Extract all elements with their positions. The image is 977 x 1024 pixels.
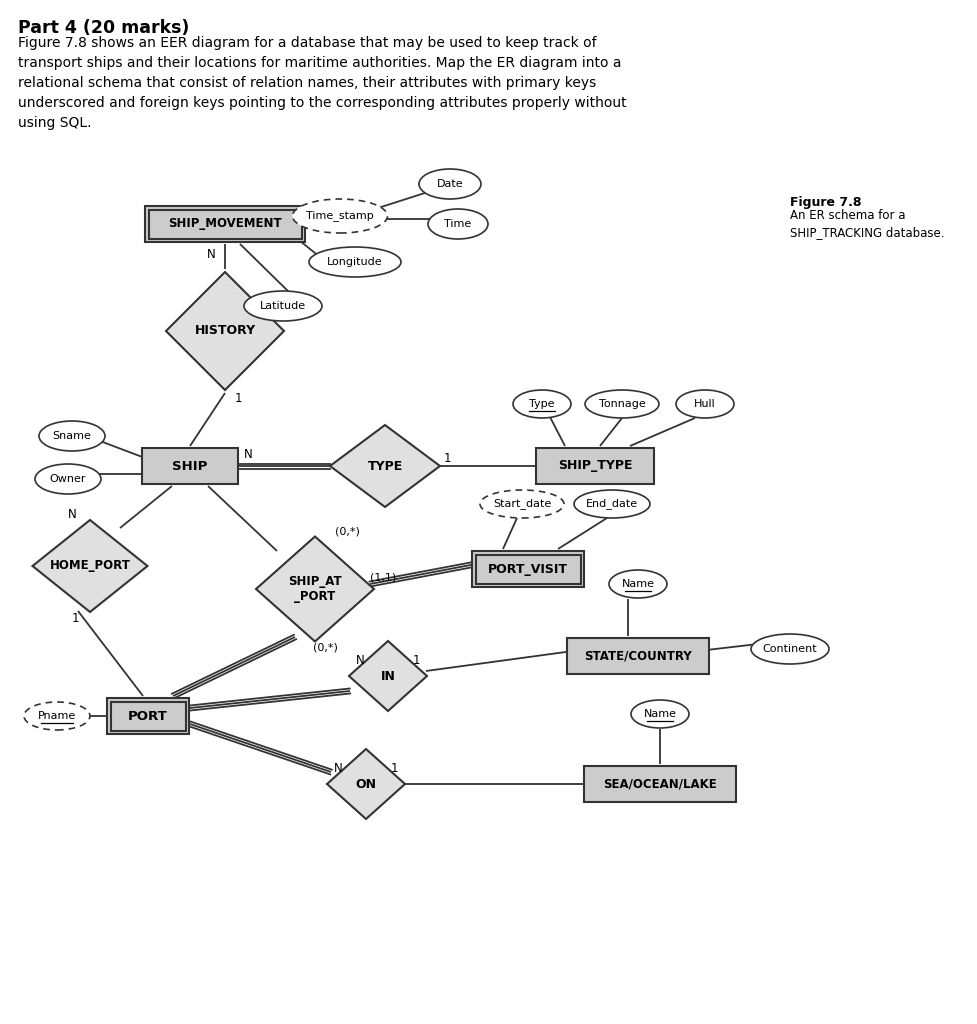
Text: PORT_VISIT: PORT_VISIT	[488, 562, 568, 575]
Text: Pname: Pname	[38, 711, 76, 721]
Text: Figure 7.8 shows an EER diagram for a database that may be used to keep track of: Figure 7.8 shows an EER diagram for a da…	[18, 36, 626, 130]
Text: 1: 1	[444, 452, 450, 465]
Bar	[110, 701, 186, 730]
Text: N: N	[356, 654, 364, 668]
Text: Time: Time	[445, 219, 472, 229]
Text: SEA/OCEAN/LAKE: SEA/OCEAN/LAKE	[603, 777, 717, 791]
Text: Name: Name	[621, 579, 655, 589]
Ellipse shape	[24, 702, 90, 730]
Text: Longitude: Longitude	[327, 257, 383, 267]
Polygon shape	[256, 537, 374, 641]
Text: (0,*): (0,*)	[313, 642, 337, 652]
Text: Continent: Continent	[763, 644, 818, 654]
Text: STATE/COUNTRY: STATE/COUNTRY	[584, 649, 692, 663]
Text: SHIP: SHIP	[172, 460, 208, 472]
Text: N: N	[333, 763, 342, 775]
Text: Start_date: Start_date	[492, 499, 551, 510]
Text: HISTORY: HISTORY	[194, 325, 256, 338]
Bar	[149, 210, 302, 239]
Ellipse shape	[39, 421, 105, 451]
Text: Date: Date	[437, 179, 463, 189]
Bar	[476, 555, 580, 584]
Bar	[472, 551, 584, 587]
Text: Tonnage: Tonnage	[599, 399, 646, 409]
Text: (1,1): (1,1)	[370, 572, 396, 582]
Bar	[145, 206, 305, 242]
Ellipse shape	[609, 570, 667, 598]
Text: 1: 1	[234, 392, 241, 406]
Ellipse shape	[574, 490, 650, 518]
Ellipse shape	[292, 199, 388, 233]
Text: 1: 1	[412, 654, 420, 668]
Text: SHIP_TYPE: SHIP_TYPE	[558, 460, 632, 472]
Text: 1: 1	[71, 611, 79, 625]
Bar	[584, 766, 736, 802]
Ellipse shape	[309, 247, 401, 278]
Text: N: N	[206, 248, 215, 260]
Text: Name: Name	[644, 709, 676, 719]
Text: (0,*): (0,*)	[334, 526, 360, 536]
Text: An ER schema for a
SHIP_TRACKING database.: An ER schema for a SHIP_TRACKING databas…	[790, 209, 945, 239]
Ellipse shape	[585, 390, 659, 418]
Text: HOME_PORT: HOME_PORT	[50, 559, 131, 572]
Text: TYPE: TYPE	[367, 460, 403, 472]
Ellipse shape	[676, 390, 734, 418]
Polygon shape	[166, 272, 284, 390]
Text: Time_stamp: Time_stamp	[306, 211, 374, 221]
Text: Figure 7.8: Figure 7.8	[790, 196, 862, 209]
Polygon shape	[330, 425, 440, 507]
Text: IN: IN	[381, 670, 396, 683]
Polygon shape	[327, 749, 405, 819]
Ellipse shape	[480, 490, 564, 518]
Text: SHIP_MOVEMENT: SHIP_MOVEMENT	[168, 217, 281, 230]
Ellipse shape	[751, 634, 829, 664]
Text: N: N	[67, 508, 76, 520]
Polygon shape	[32, 520, 148, 612]
Text: Part 4 (20 marks): Part 4 (20 marks)	[18, 19, 190, 37]
Text: Owner: Owner	[50, 474, 86, 484]
Ellipse shape	[419, 169, 481, 199]
Ellipse shape	[244, 291, 322, 321]
Ellipse shape	[428, 209, 488, 239]
Bar	[567, 638, 709, 674]
Ellipse shape	[631, 700, 689, 728]
Text: SHIP_AT
_PORT: SHIP_AT _PORT	[288, 575, 342, 603]
Text: Latitude: Latitude	[260, 301, 306, 311]
Text: End_date: End_date	[586, 499, 638, 510]
Text: N: N	[243, 449, 252, 462]
Text: ON: ON	[356, 777, 376, 791]
Bar	[536, 449, 654, 484]
Ellipse shape	[35, 464, 101, 494]
Text: 1: 1	[390, 763, 398, 775]
Text: Sname: Sname	[53, 431, 92, 441]
Bar	[142, 449, 238, 484]
Bar	[107, 698, 189, 734]
Ellipse shape	[513, 390, 571, 418]
Text: Hull: Hull	[694, 399, 716, 409]
Text: PORT: PORT	[128, 710, 168, 723]
Polygon shape	[349, 641, 427, 711]
Text: Type: Type	[530, 399, 555, 409]
